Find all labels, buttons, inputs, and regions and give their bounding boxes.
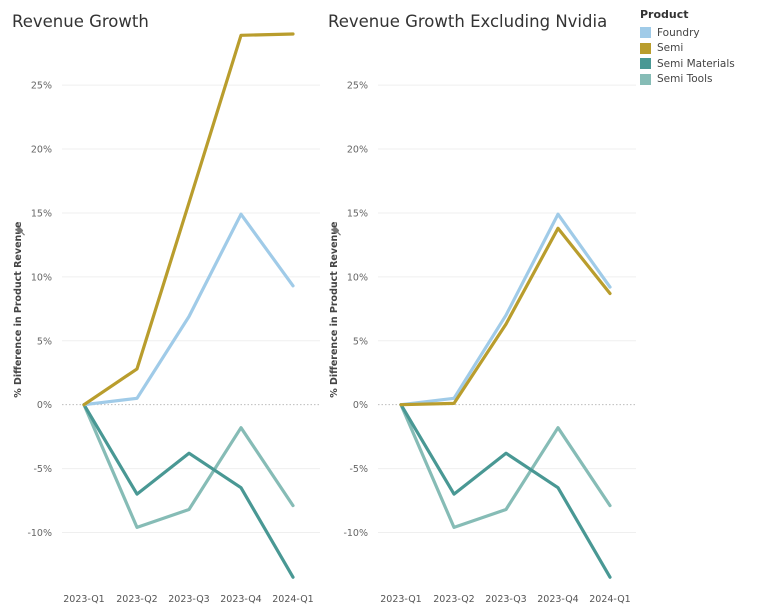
series-line-semi-materials[interactable] [399,403,612,579]
legend-item-foundry[interactable]: Foundry [640,25,764,41]
y-tick-label: 0% [353,400,368,411]
legend-swatch [640,73,651,85]
y-tick-label: 5% [353,336,368,347]
legend-swatch [640,27,651,39]
legend-item-semi-materials[interactable]: Semi Materials [640,56,764,72]
legend-items: Foundry Semi Semi Materials Semi Tools [640,25,764,87]
series-line-semi-materials[interactable] [82,403,295,579]
series-line-semi[interactable] [399,226,612,407]
pin-needle [21,231,25,236]
x-tick-label: 2023-Q2 [433,594,474,605]
x-tick-label: 2024-Q1 [589,594,630,605]
pin-head [332,226,340,234]
chart-title: Revenue Growth [12,12,149,31]
y-tick-label: -5% [350,464,369,475]
y-tick-label: 15% [347,208,368,219]
y-tick-label: 0% [37,400,52,411]
y-tick-label: 10% [347,272,368,283]
series-line-foundry[interactable] [399,212,612,407]
x-tick-label: 2023-Q3 [168,594,209,605]
series-line-semi-tools[interactable] [82,403,295,530]
series-line-semi-tools[interactable] [399,403,612,530]
y-tick-label: 25% [347,81,368,92]
y-tick-label: 20% [347,145,368,156]
legend-label: Semi [657,42,684,55]
y-axis-title: % Difference in Product Revenue [13,222,24,398]
series-line-semi[interactable] [82,32,295,407]
x-tick-label: 2023-Q3 [485,594,526,605]
x-tick-label: 2023-Q2 [116,594,157,605]
y-axis-title: % Difference in Product Revenue [329,222,340,398]
x-tick-label: 2023-Q4 [537,594,578,605]
revenue-growth-excluding-nvidia-panel: Revenue Growth Excluding Nvidia 25% 20% 15%… [328,12,636,605]
legend-label: Foundry [657,26,700,39]
y-tick-label: 15% [31,208,52,219]
legend-swatch [640,42,651,54]
pin-icon[interactable] [16,226,27,237]
legend-item-semi-tools[interactable]: Semi Tools [640,72,764,88]
legend-label: Semi Tools [657,73,713,86]
y-tick-label: -5% [34,464,53,475]
legend-label: Semi Materials [657,57,735,70]
revenue-growth-panel: Revenue Growth 25% 20% 15% 10% 5% 0% -5% -10% % D… [12,12,320,605]
legend: Product Foundry Semi Semi Materials Semi To… [640,8,764,87]
y-tick-label: -10% [27,528,52,539]
y-tick-label: 20% [31,145,52,156]
chart-title: Revenue Growth Excluding Nvidia [328,12,607,31]
legend-swatch [640,58,651,70]
series-line-foundry[interactable] [82,212,295,407]
legend-title: Product [640,8,689,21]
x-tick-label: 2024-Q1 [272,594,313,605]
x-tick-label: 2023-Q4 [220,594,261,605]
legend-item-semi[interactable]: Semi [640,41,764,57]
y-tick-label: 10% [31,272,52,283]
y-tick-label: 5% [37,336,52,347]
x-tick-label: 2023-Q1 [380,594,421,605]
pin-needle [337,231,341,236]
x-tick-label: 2023-Q1 [63,594,104,605]
y-tick-label: -10% [343,528,368,539]
pin-icon[interactable] [332,226,343,237]
y-tick-label: 25% [31,81,52,92]
pin-head [16,226,24,234]
